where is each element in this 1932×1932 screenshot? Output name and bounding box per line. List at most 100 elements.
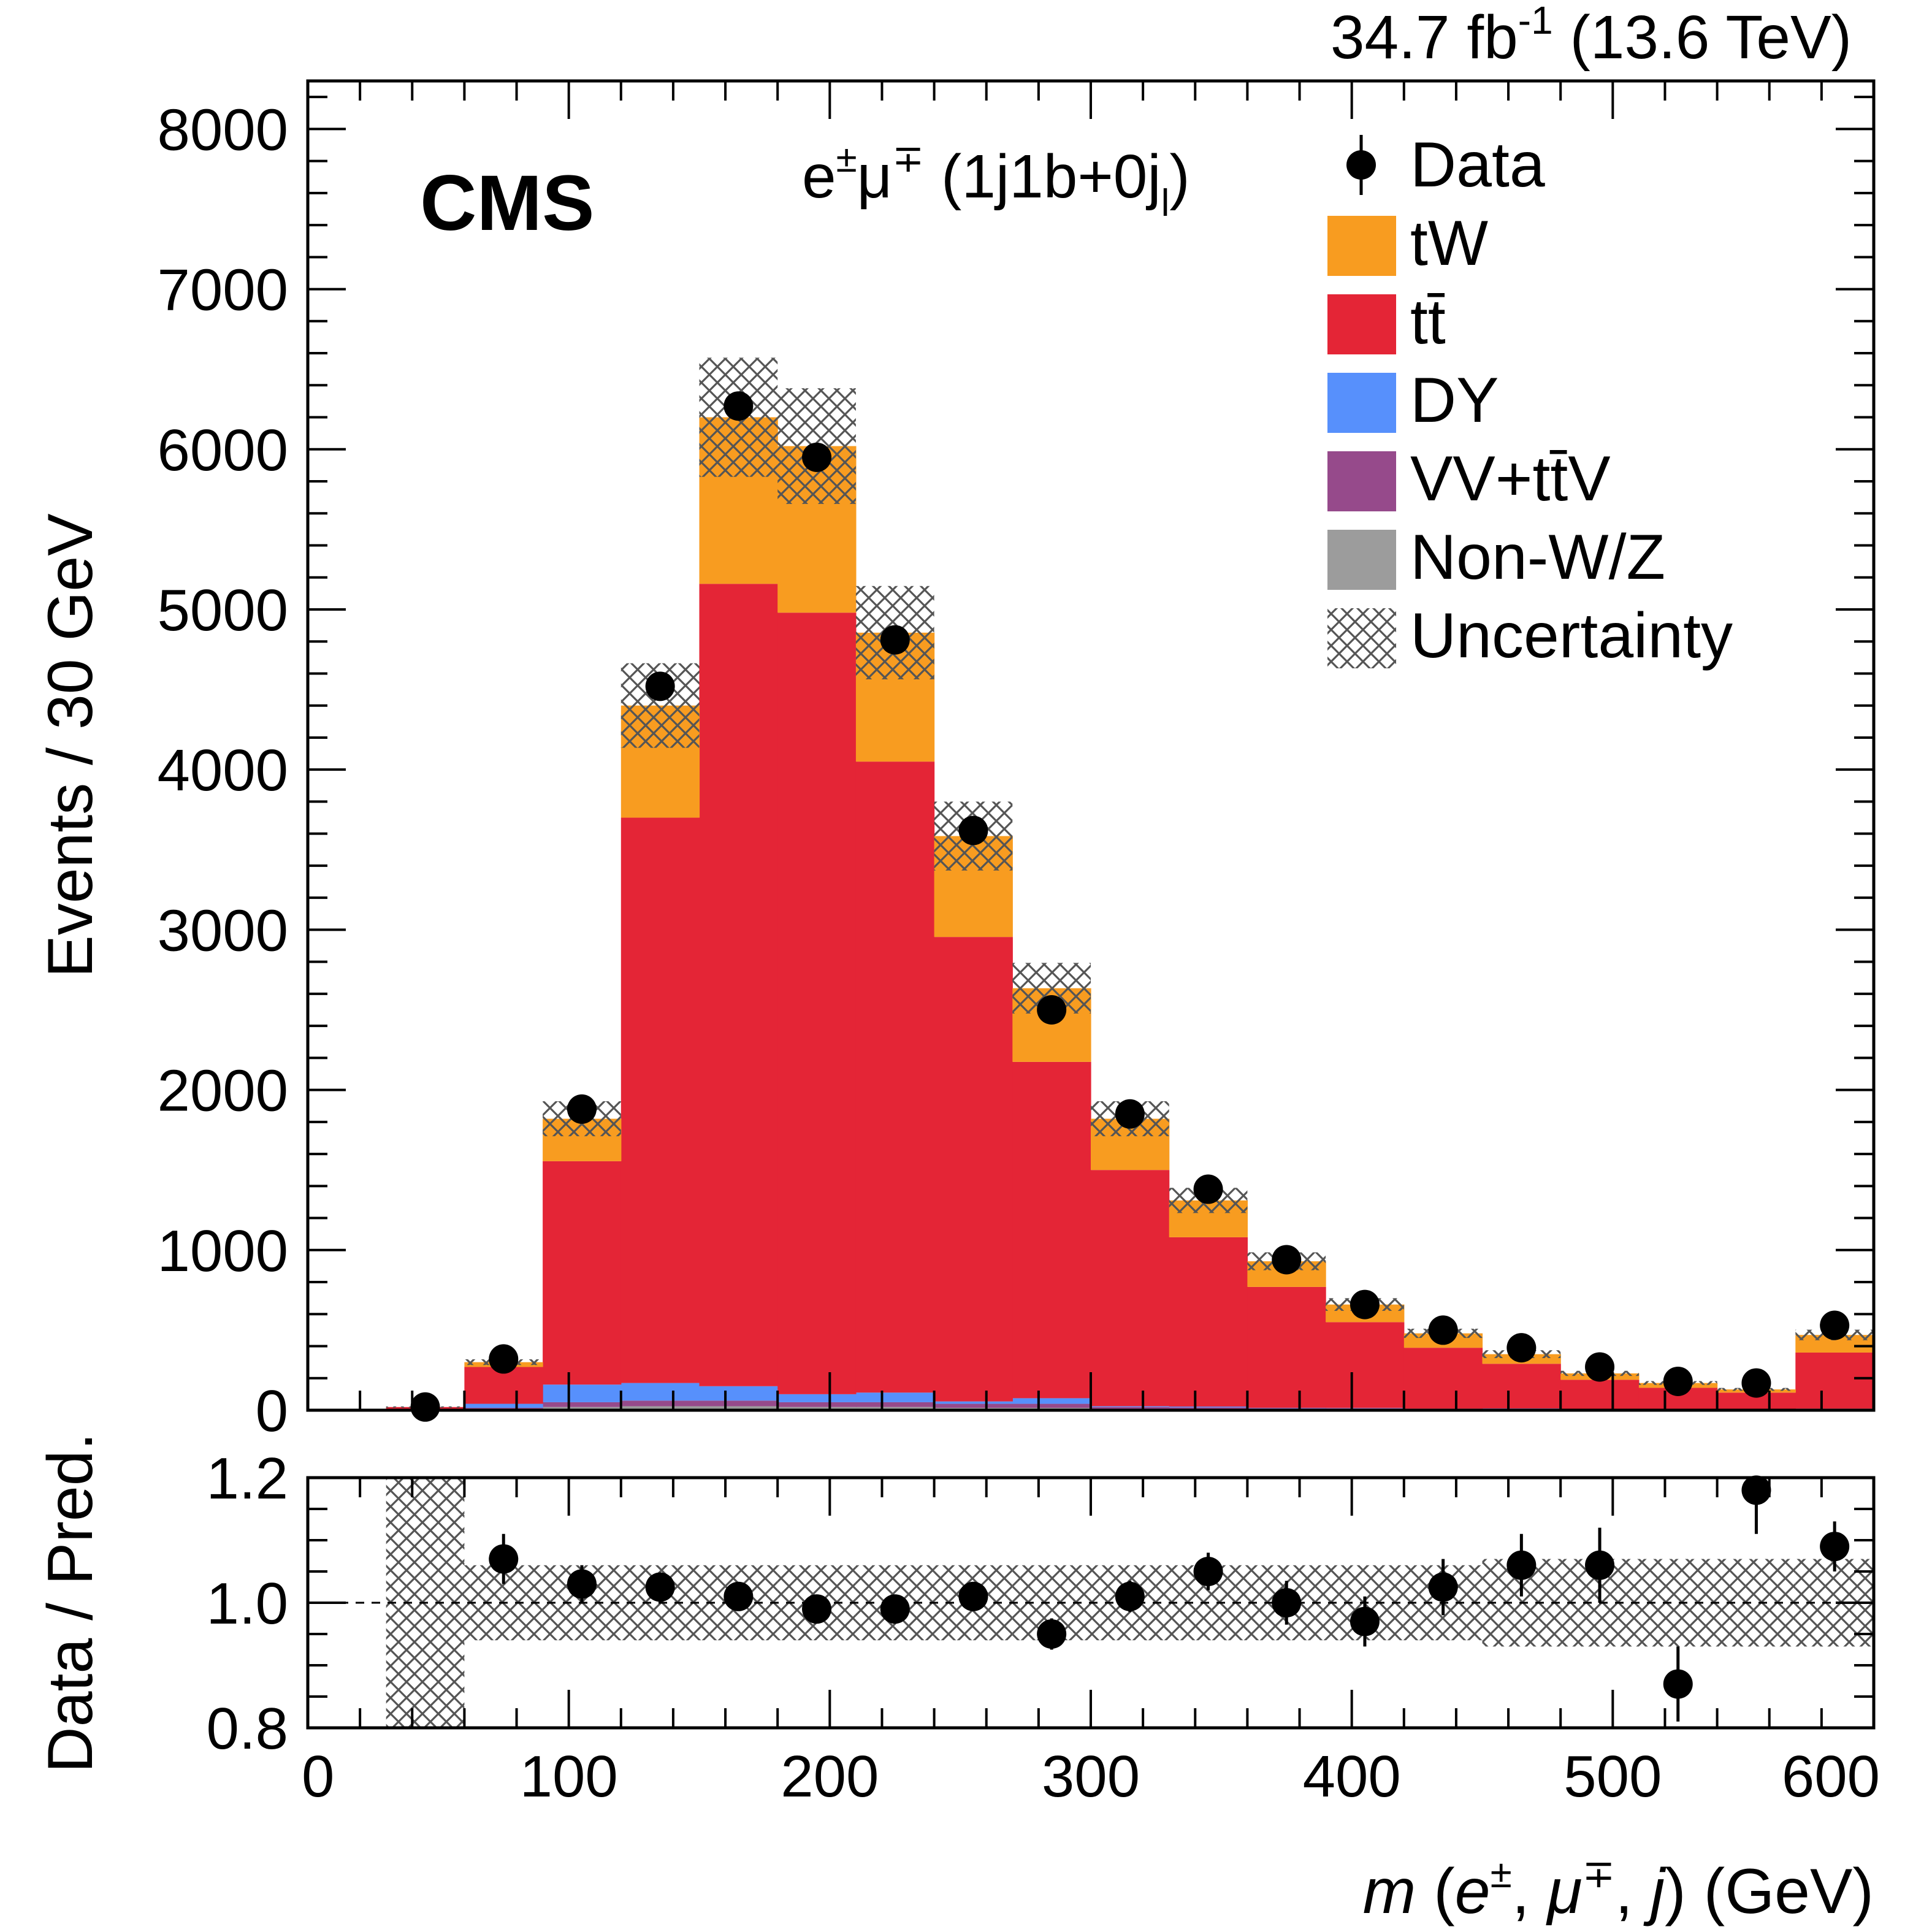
channel-label: e±μ∓ (1j1b+0jl) (802, 138, 1190, 224)
legend-dy: DY (1327, 365, 1499, 436)
svg-text:tW: tW (1410, 208, 1488, 279)
ratio-point-12 (1350, 1606, 1380, 1636)
legend-tw: tW (1327, 208, 1488, 279)
bar-dy-8 (1012, 1398, 1091, 1404)
bar-vv-ttv-4 (699, 1400, 778, 1407)
svg-text:Data: Data (1410, 129, 1545, 200)
main-axis-ticks: 0 1000 2000 3000 4000 5000 6000 7000 8000 (157, 81, 1875, 1444)
x-axis-title: m (e±, μ∓, j) (GeV) (1363, 1852, 1874, 1927)
y-axis-title: Events / 30 GeV (35, 513, 106, 977)
bar-dy-7 (934, 1401, 1013, 1404)
ratio-point-13 (1428, 1572, 1458, 1602)
y-tick-label-1000: 1000 (157, 1218, 288, 1284)
svg-text:Non-W/Z: Non-W/Z (1410, 522, 1665, 593)
bar-vv-ttv-10 (1169, 1407, 1248, 1409)
bar-dy-3 (620, 1383, 700, 1401)
data-point-11 (1272, 1245, 1302, 1275)
ratio-point-1 (489, 1544, 519, 1574)
svg-text:VV+tt̄V: VV+tt̄V (1410, 443, 1611, 514)
ratio-data-points (489, 1475, 1850, 1722)
ratio-point-8 (1037, 1619, 1067, 1649)
legend-nonwz: Non-W/Z (1327, 522, 1665, 593)
ratio-point-5 (802, 1594, 832, 1624)
bar-ttbar-7 (934, 937, 1013, 1402)
legend: Data tW tt̄ DY VV+tt̄V Non-W/Z Uncertain… (1327, 129, 1733, 671)
bar-ttbar-9 (1091, 1170, 1170, 1407)
data-point-4 (724, 391, 754, 421)
bar-vv-ttv-3 (620, 1400, 700, 1407)
y-tick-label-4000: 4000 (157, 738, 288, 803)
ratio-point-7 (958, 1581, 988, 1611)
ratio-axis-ticks: 0.8 1.0 1.2 0 100 200 300 400 500 600 (207, 1446, 1880, 1809)
bar-ttbar-10 (1169, 1237, 1248, 1407)
x-tick-label-400: 400 (1303, 1744, 1401, 1809)
bar-nonwz-6 (855, 1407, 935, 1410)
x-tick-label-300: 300 (1042, 1744, 1140, 1809)
data-point-7 (958, 815, 988, 846)
ratio-y-tick-label-2: 1.2 (207, 1446, 288, 1511)
data-point-12 (1350, 1289, 1380, 1319)
ratio-y-axis-title: Data / Pred. (35, 1433, 106, 1773)
x-tick-label-200: 200 (781, 1744, 879, 1809)
bar-ttbar-5 (777, 613, 857, 1394)
legend-uncertainty: Uncertainty (1327, 600, 1733, 671)
data-point-6 (880, 625, 910, 655)
ratio-y-tick-label-1: 1.0 (207, 1571, 288, 1636)
data-point-13 (1428, 1315, 1458, 1345)
data-point-14 (1506, 1333, 1537, 1363)
bar-ttbar-2 (543, 1161, 622, 1385)
legend-vv-ttv: VV+tt̄V (1327, 443, 1611, 514)
y-tick-label-7000: 7000 (157, 258, 288, 323)
ratio-point-18 (1820, 1532, 1850, 1562)
ratio-point-4 (724, 1581, 754, 1611)
ratio-point-14 (1506, 1550, 1537, 1580)
bar-vv-ttv-9 (1091, 1407, 1170, 1409)
bar-vv-ttv-2 (543, 1402, 622, 1407)
x-tick-label-500: 500 (1564, 1744, 1662, 1809)
ratio-point-6 (880, 1594, 910, 1624)
svg-text:tt̄: tt̄ (1410, 286, 1446, 357)
svg-text:DY: DY (1410, 365, 1499, 436)
bar-vv-ttv-8 (1012, 1403, 1091, 1408)
bar-ttbar-4 (699, 584, 778, 1386)
ratio-point-2 (567, 1569, 597, 1599)
data-point-15 (1585, 1352, 1615, 1382)
ratio-point-9 (1115, 1581, 1145, 1611)
data-point-5 (802, 442, 832, 472)
y-tick-label-0: 0 (256, 1378, 288, 1444)
bar-ttbar-14 (1482, 1364, 1561, 1409)
y-tick-label-3000: 3000 (157, 898, 288, 963)
ratio-uncertainty-band (386, 1478, 1874, 1728)
bar-vv-ttv-5 (777, 1402, 857, 1407)
data-point-1 (489, 1344, 519, 1374)
bar-dy-5 (777, 1394, 857, 1402)
lumi-label: 34.7 fb-1 (13.6 TeV) (1331, 0, 1852, 72)
bar-nonwz-5 (777, 1407, 857, 1410)
legend-data: Data (1346, 129, 1545, 200)
ratio-y-tick-label-0: 0.8 (207, 1696, 288, 1762)
svg-text:Uncertainty: Uncertainty (1410, 600, 1733, 671)
bar-nonwz-3 (620, 1406, 700, 1410)
legend-ttbar: tt̄ (1327, 286, 1446, 357)
bar-nonwz-2 (543, 1407, 622, 1410)
data-point-18 (1820, 1310, 1850, 1340)
data-point-16 (1663, 1366, 1693, 1396)
bar-ttbar-8 (1012, 1061, 1091, 1399)
bar-ttbar-12 (1326, 1322, 1405, 1408)
bar-dy-4 (699, 1386, 778, 1401)
bar-ttbar-15 (1560, 1380, 1640, 1409)
x-tick-label-0: 0 (302, 1744, 334, 1809)
data-point-10 (1193, 1174, 1223, 1204)
data-point-3 (645, 671, 675, 701)
bar-ttbar-13 (1403, 1348, 1483, 1409)
ratio-point-10 (1193, 1557, 1223, 1586)
bar-dy-6 (855, 1392, 935, 1402)
data-point-0 (410, 1392, 440, 1422)
bar-ttbar-18 (1795, 1352, 1874, 1409)
ratio-point-17 (1741, 1475, 1771, 1505)
bar-dy-1 (464, 1403, 543, 1408)
y-tick-label-8000: 8000 (157, 97, 288, 162)
data-point-8 (1037, 995, 1067, 1025)
cms-label: CMS (420, 159, 594, 247)
x-tick-label-600: 600 (1782, 1744, 1880, 1809)
